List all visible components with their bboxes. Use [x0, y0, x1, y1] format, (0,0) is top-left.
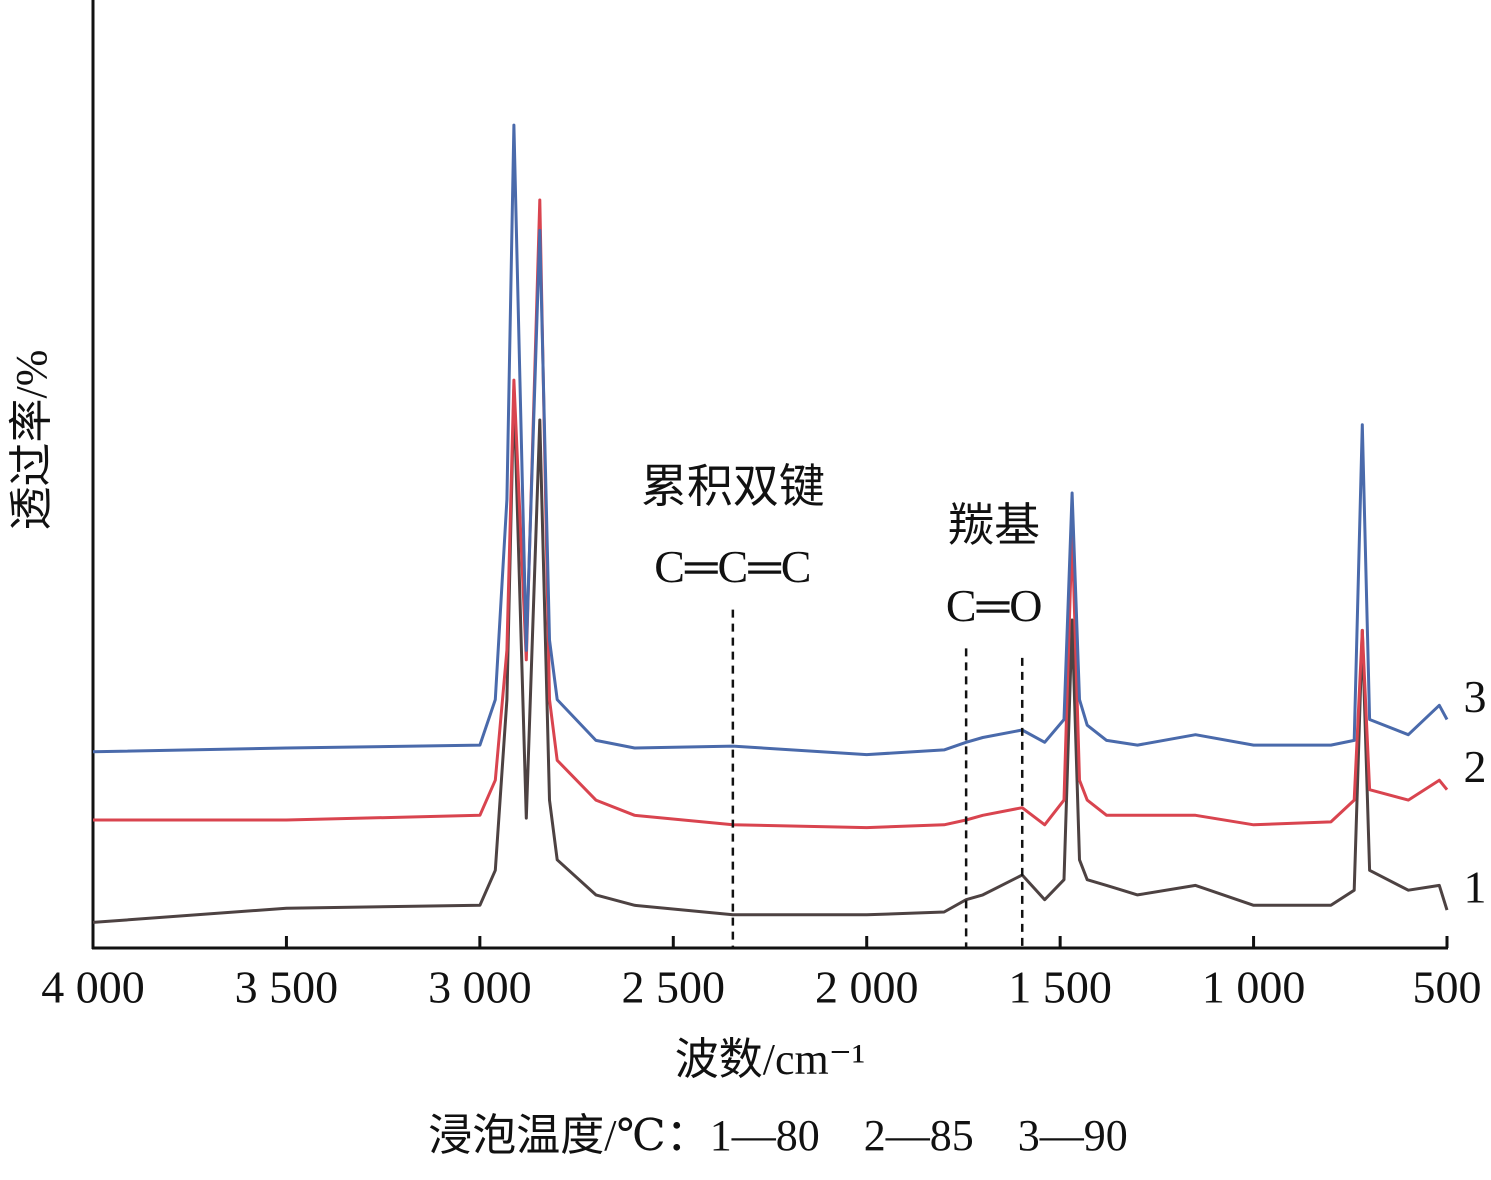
y-axis-label: 透过率/%	[7, 350, 56, 531]
annotation-formula: C═C═C	[654, 541, 811, 592]
series-label: 3	[1464, 671, 1487, 722]
x-tick-label: 2 500	[622, 962, 726, 1013]
x-tick-label: 3 500	[235, 962, 339, 1013]
series-line	[92, 123, 1449, 757]
x-tick-label: 3 000	[428, 962, 532, 1013]
x-tick-label: 500	[1413, 962, 1482, 1013]
x-tick-label: 4 000	[41, 962, 145, 1013]
annotation-text: 羰基	[948, 500, 1040, 551]
annotation-text: 累积双键	[641, 461, 825, 512]
x-tick-label: 2 000	[815, 962, 919, 1013]
series-line	[92, 388, 1449, 924]
caption: 浸泡温度/℃：1—80 2—85 3—90	[428, 1111, 1127, 1160]
x-tick-label: 1 000	[1202, 962, 1306, 1013]
series-label: 2	[1464, 741, 1487, 792]
series-label: 1	[1464, 862, 1487, 913]
x-tick-label: 1 500	[1008, 962, 1112, 1013]
series-line	[93, 198, 1449, 830]
x-axis-label: 波数/cm⁻¹	[675, 1035, 865, 1084]
annotation-formula: C═O	[946, 580, 1043, 631]
